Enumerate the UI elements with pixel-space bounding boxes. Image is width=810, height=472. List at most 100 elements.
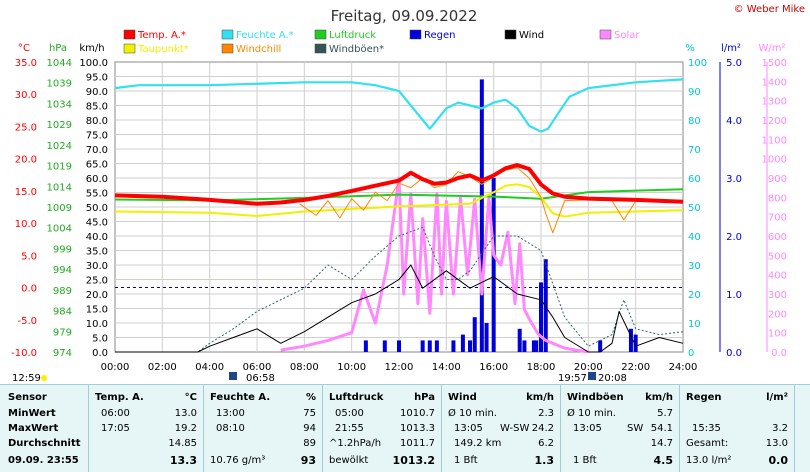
noon-time: 12:59 [12, 373, 41, 384]
pressure-tick-label: 1009 [47, 203, 72, 214]
humidity-tick-label: 30 [688, 261, 701, 272]
wind-tick-label: 45.0 [86, 218, 108, 229]
legend-label: Regen [424, 30, 456, 41]
pressure-tick-label: 999 [53, 244, 72, 255]
wind-avg-value: 6.2 [538, 438, 554, 449]
gust-current-value: 4.5 [653, 454, 674, 467]
humidity-tick-label: 10 [688, 319, 701, 330]
temp-current-value: 13.3 [169, 454, 197, 467]
rain-current-value: 0.0 [768, 454, 789, 467]
legend-label: Temp. A.* [137, 30, 186, 41]
rain-total-value: 13.0 [765, 438, 788, 449]
wind-header-unit: km/h [526, 392, 554, 403]
hum-max-time: 08:10 [216, 423, 245, 434]
solar-tick-label: 1000 [762, 155, 787, 166]
humidity-tick-label: 70 [688, 145, 701, 156]
rain-bar [468, 340, 472, 352]
wind-min-value: 2.3 [538, 408, 554, 419]
temp-max-value: 19.2 [174, 423, 197, 434]
series-line-temp-a [114, 163, 684, 206]
wind-tick-label: 85.0 [86, 102, 108, 113]
row-label-current: 09.09. 23:55 [8, 455, 79, 466]
legend-swatch [314, 29, 327, 40]
temp-tick-label: -5.0 [17, 316, 37, 327]
pressure-tick-label: 989 [53, 286, 72, 297]
x-tick-label: 20:00 [574, 362, 603, 373]
pressure-tick-label: 1014 [47, 182, 72, 193]
legend-label: Windböen* [329, 44, 384, 55]
x-tick-label: 16:00 [479, 362, 508, 373]
wind-tick-label: 25.0 [86, 276, 108, 287]
press-min-time: 05:00 [335, 408, 364, 419]
rain-tick-label: 0.0 [726, 348, 742, 359]
rain-header-unit: l/m² [766, 392, 788, 403]
rain-bar [479, 79, 484, 353]
gust-min-label: Ø 10 min. [567, 408, 616, 419]
wind-distance: 149.2 km [454, 438, 502, 449]
pressure-tick-label: 1019 [47, 162, 72, 173]
rain-max-time: 15:35 [692, 423, 721, 434]
temp-tick-label: 35.0 [15, 58, 37, 69]
gust-header: Windböen [567, 392, 624, 403]
hum-min-value: 75 [303, 408, 316, 419]
solar-tick-label: 100 [768, 329, 787, 340]
pressure-unit: hPa [49, 43, 67, 54]
stats-col-temp: Temp. A. °C 06:00 13.0 17:05 19.2 14.85 13.… [89, 385, 204, 472]
temp-tick-label: 30.0 [15, 90, 37, 101]
rain-tick-label: 1.0 [726, 290, 742, 301]
humidity-tick-label: 0 [688, 348, 694, 359]
rain-bar [539, 282, 543, 352]
series-line-windb-en [115, 226, 684, 353]
rain-bar [382, 340, 387, 352]
legend-swatch [409, 29, 422, 40]
pressure-tick-label: 1029 [47, 120, 72, 131]
solar-tick-label: 1300 [762, 97, 787, 108]
solar-tick-label: 1400 [762, 77, 787, 88]
rain-total-label: Gesamt: [686, 438, 729, 449]
solar-tick-label: 800 [768, 193, 787, 204]
hum-max-value: 94 [303, 423, 316, 434]
temp-tick-label: 0.0 [21, 284, 37, 295]
axis-ticks: 35.0 30.0 25.0 20.0 15.0 10.0 5.0 0.0 -5.0 -10.0 1… [11, 58, 787, 373]
press-max-value: 1013.3 [400, 423, 435, 434]
pressure-tick-label: 1044 [47, 58, 72, 69]
wind-min-label: Ø 10 min. [448, 408, 497, 419]
hum-abs-value: 10.76 g/m³ [210, 455, 266, 466]
humidity-tick-label: 40 [688, 232, 701, 243]
rain-bar [491, 178, 496, 352]
gust-max-value: 54.1 [650, 423, 673, 434]
humidity-unit: % [685, 43, 695, 54]
gust-max-dir: SW [627, 423, 644, 434]
moon-time: 20:08 [598, 373, 627, 384]
sensor-header: Sensor [8, 392, 47, 403]
press-min-value: 1010.7 [400, 408, 435, 419]
wind-tick-label: 60.0 [86, 174, 108, 185]
hum-min-time: 13:00 [216, 408, 245, 419]
rain-tick-label: 2.0 [726, 232, 742, 243]
temp-tick-label: 15.0 [15, 187, 37, 198]
rain-max-value: 3.2 [772, 423, 788, 434]
chart-legend: Temp. A.* Feuchte A.* Luftdruck Regen Wind So… [123, 29, 640, 55]
legend-swatch [314, 43, 327, 54]
wind-tick-label: 30.0 [86, 261, 108, 272]
temp-avg-value: 14.85 [168, 438, 197, 449]
series-line-feuchte-a [114, 78, 684, 133]
legend-label: Solar [614, 30, 640, 41]
rain-bar [522, 340, 527, 352]
pressure-tick-label: 979 [53, 327, 72, 338]
temp-header-unit: °C [184, 392, 197, 403]
pressure-tick-label: 1039 [47, 79, 72, 90]
solar-tick-label: 200 [768, 309, 787, 320]
moon-icon [588, 372, 596, 380]
press-header-unit: hPa [414, 392, 435, 403]
wind-unit: km/h [79, 43, 104, 54]
solar-tick-label: 1200 [762, 116, 787, 127]
temp-tick-label: 5.0 [21, 251, 37, 262]
statistics-table: Sensor MinWert MaxWert Durchschnitt 09.0… [0, 384, 810, 472]
rain-bar [484, 323, 489, 352]
legend-label: Wind [519, 30, 544, 41]
press-current-value: 1013.2 [392, 454, 435, 467]
wind-tick-label: 20.0 [86, 290, 108, 301]
rain-bar [628, 328, 633, 352]
rain-bar [517, 328, 522, 352]
